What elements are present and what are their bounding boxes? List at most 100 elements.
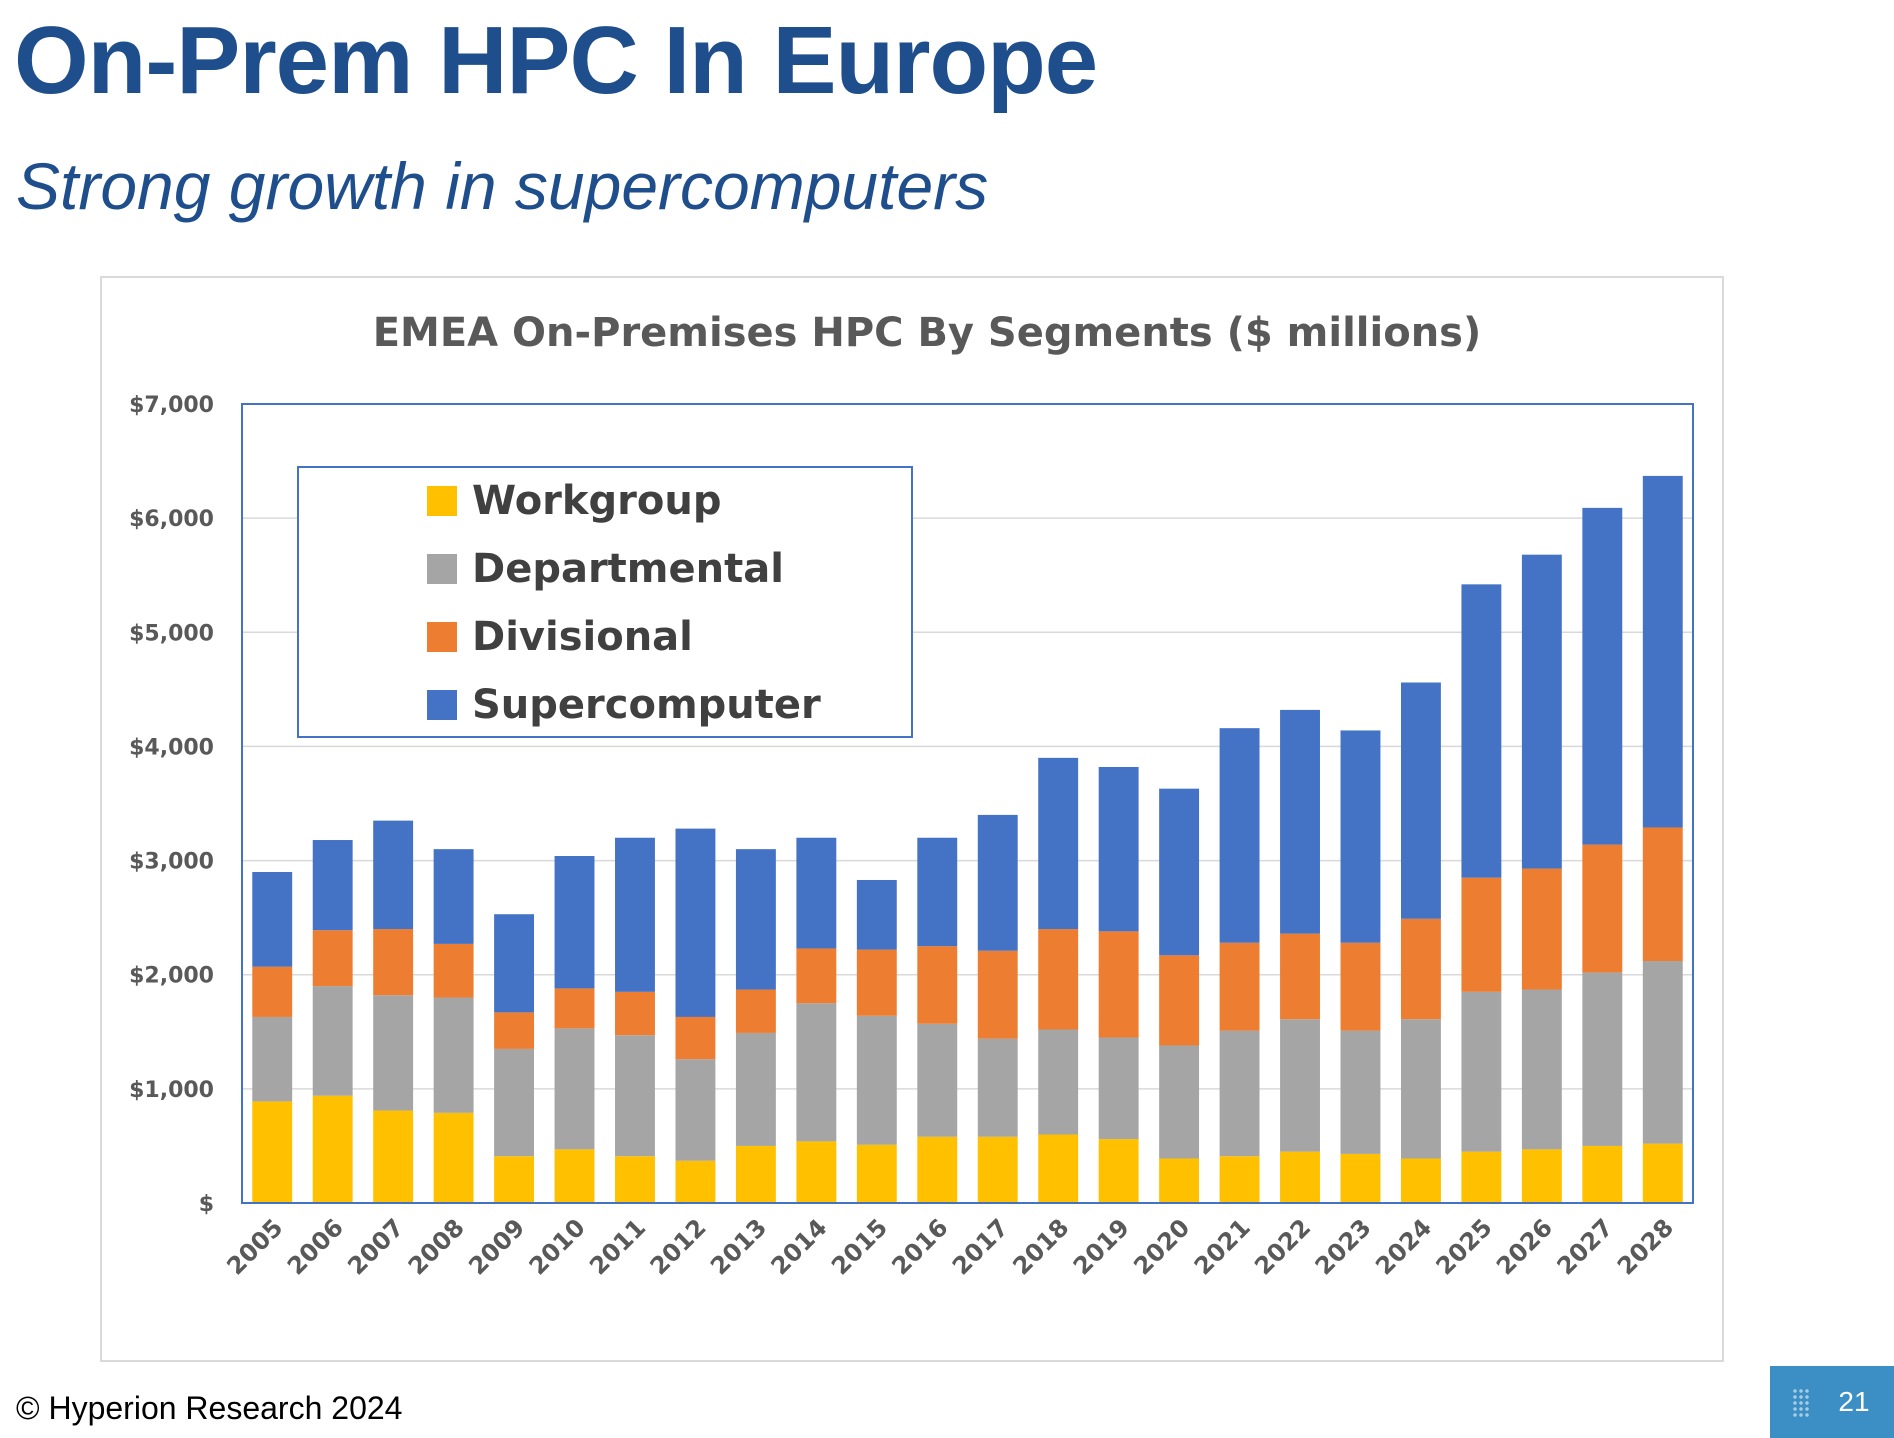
x-tick-label: 2010: [524, 1213, 591, 1280]
bar-divisional-2017: [977, 950, 1018, 1039]
y-tick-label: $: [199, 1192, 214, 1217]
bar-supercomputer-2025: [1461, 584, 1502, 878]
bar-supercomputer-2011: [615, 837, 655, 992]
chart-title: EMEA On-Premises HPC By Segments ($ mill…: [373, 310, 1482, 356]
bar-workgroup-2015: [856, 1144, 897, 1203]
bar-supercomputer-2009: [494, 914, 535, 1013]
legend-label: Departmental: [472, 546, 784, 592]
bar-supercomputer-2021: [1219, 728, 1260, 943]
legend: Workgroup Departmental Divisional Supercomp…: [297, 466, 913, 738]
bar-supercomputer-2019: [1098, 766, 1139, 932]
plot-area-border: [241, 403, 1694, 1204]
bar-divisional-2005: [252, 966, 293, 1017]
copyright-text: © Hyperion Research 2024: [16, 1390, 403, 1426]
x-tick-label: 2028: [1612, 1213, 1679, 1280]
bar-departmental-2017: [977, 1038, 1018, 1137]
bar-departmental-2024: [1400, 1019, 1441, 1159]
bar-workgroup-2023: [1340, 1153, 1381, 1203]
bar-supercomputer-2006: [312, 840, 353, 931]
y-tick-label: $1,000: [129, 1078, 214, 1103]
bar-divisional-2016: [917, 946, 958, 1024]
bar-workgroup-2018: [1038, 1134, 1079, 1203]
x-tick-label: 2012: [645, 1213, 712, 1280]
y-tick-label: $6,000: [129, 507, 214, 532]
bar-workgroup-2010: [554, 1149, 595, 1203]
bar-departmental-2014: [796, 1003, 837, 1142]
legend-label: Workgroup: [472, 478, 721, 524]
x-tick-label: 2017: [947, 1213, 1014, 1280]
x-axis-ticks: 2005200620072008200920102011201220132014…: [221, 1213, 1679, 1280]
bar-supercomputer-2014: [796, 837, 837, 949]
legend-swatch: [427, 622, 457, 652]
bar-workgroup-2013: [735, 1145, 776, 1203]
bar-departmental-2021: [1219, 1030, 1260, 1157]
bar-divisional-2012: [675, 1016, 716, 1060]
bar-departmental-2023: [1340, 1030, 1381, 1154]
page-title: On-Prem HPC In Europe: [14, 7, 1098, 114]
bar-supercomputer-2024: [1400, 682, 1441, 919]
x-tick-label: 2005: [221, 1213, 288, 1280]
bar-divisional-2022: [1280, 933, 1320, 1020]
bar-divisional-2011: [615, 991, 655, 1036]
bar-departmental-2012: [675, 1059, 716, 1161]
bar-workgroup-2022: [1280, 1151, 1320, 1203]
y-axis-ticks: $ $1,000 $2,000 $3,000 $4,000 $5,000 $6,000 $7,…: [129, 393, 214, 1217]
bar-divisional-2006: [312, 930, 353, 987]
y-tick-label: $7,000: [129, 393, 214, 418]
bar-supercomputer-2022: [1280, 709, 1320, 934]
x-tick-label: 2020: [1128, 1213, 1195, 1280]
bar-divisional-2023: [1340, 942, 1381, 1031]
bar-workgroup-2021: [1219, 1156, 1260, 1203]
legend-label: Divisional: [472, 614, 693, 660]
legend-swatch: [427, 690, 457, 720]
bar-divisional-2025: [1461, 877, 1502, 992]
bar-workgroup-2025: [1461, 1151, 1502, 1203]
bar-divisional-2021: [1219, 942, 1260, 1031]
legend-label: Supercomputer: [472, 682, 821, 728]
bar-supercomputer-2026: [1521, 554, 1562, 869]
bar-departmental-2008: [433, 997, 474, 1113]
bar-supercomputer-2008: [433, 849, 474, 944]
x-tick-label: 2016: [886, 1213, 953, 1280]
y-tick-label: $3,000: [129, 850, 214, 875]
bar-workgroup-2006: [312, 1095, 353, 1203]
y-tick-label: $2,000: [129, 964, 214, 989]
bar-divisional-2020: [1159, 955, 1200, 1046]
bar-divisional-2014: [796, 948, 837, 1004]
x-tick-label: 2018: [1007, 1213, 1074, 1280]
bar-departmental-2016: [917, 1023, 958, 1137]
stacked-bar-chart: EMEA On-Premises HPC By Segments ($ mill…: [129, 310, 1694, 1280]
bar-workgroup-2011: [615, 1156, 655, 1203]
bar-departmental-2018: [1038, 1029, 1079, 1135]
bar-supercomputer-2005: [252, 871, 293, 967]
bar-departmental-2019: [1098, 1037, 1139, 1140]
bar-departmental-2006: [312, 986, 353, 1096]
bar-workgroup-2005: [252, 1101, 293, 1203]
bar-supercomputer-2007: [373, 820, 414, 930]
bar-workgroup-2027: [1582, 1145, 1623, 1203]
page-subtitle: Strong growth in supercomputers: [16, 149, 989, 223]
bar-divisional-2015: [856, 949, 897, 1016]
legend-box: [297, 466, 913, 738]
bar-departmental-2022: [1280, 1019, 1320, 1152]
bar-departmental-2026: [1521, 989, 1562, 1150]
x-tick-label: 2021: [1189, 1213, 1256, 1280]
y-tick-label: $4,000: [129, 735, 214, 760]
bar-workgroup-2007: [373, 1110, 414, 1203]
x-tick-label: 2023: [1310, 1213, 1377, 1280]
bar-workgroup-2017: [977, 1136, 1018, 1203]
bar-departmental-2011: [615, 1035, 655, 1157]
x-tick-label: 2015: [826, 1213, 893, 1280]
bar-divisional-2026: [1521, 868, 1562, 990]
bar-supercomputer-2015: [856, 879, 897, 950]
x-tick-label: 2008: [403, 1213, 470, 1280]
bar-departmental-2009: [494, 1048, 535, 1157]
x-tick-label: 2022: [1249, 1213, 1316, 1280]
x-tick-label: 2025: [1431, 1213, 1498, 1280]
x-tick-label: 2009: [463, 1213, 530, 1280]
bar-divisional-2028: [1642, 827, 1683, 962]
bar-departmental-2015: [856, 1015, 897, 1145]
bar-workgroup-2028: [1642, 1143, 1683, 1203]
bar-divisional-2009: [494, 1012, 535, 1049]
bar-supercomputer-2023: [1340, 730, 1381, 943]
